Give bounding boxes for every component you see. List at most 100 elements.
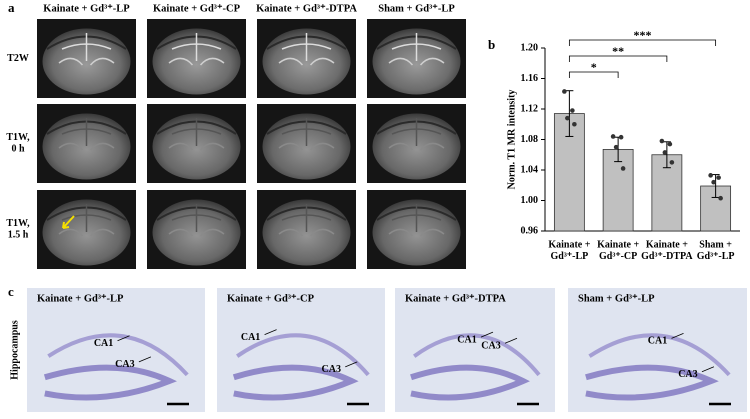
y-tick-label: 1.00 [521,195,539,206]
brain-structure [171,33,222,61]
region-arrow [701,366,715,373]
brain-slice [42,113,131,180]
brain-structure [61,118,112,146]
pyramidal-layer [413,333,541,377]
brain-slice [42,199,131,266]
region-label: CA1 [457,334,476,345]
hippocampus-region [278,228,335,237]
hippocampus-region [58,228,115,237]
hippocampus-region [58,142,115,151]
x-tick-label: Sham + Gd³⁺-LP [697,240,735,263]
significance-label: ** [612,44,624,58]
pyramidal-layer [236,333,370,377]
data-point [610,134,616,139]
brain-slice [372,28,461,95]
region-arrow [117,335,130,342]
mr-image [257,19,356,98]
mr-image [37,190,136,269]
y-tick-label: 1.04 [521,164,539,175]
data-point [572,121,577,127]
histology-image [568,288,747,412]
y-tick-label: 1.16 [521,73,539,84]
y-tick-label: 1.12 [521,103,539,114]
mr-image [147,190,246,269]
image-title: Kainate + Gd³⁺-LP [37,293,124,304]
region-arrow [671,332,684,339]
dentate-gyrus [410,364,530,401]
x-tick-label: Kainate + Gd³⁺-DTPA [641,240,693,263]
region-label: CA1 [241,332,260,343]
region-arrow [264,329,277,335]
y-tick-label: 1.20 [521,42,539,53]
brain-structure [391,118,442,146]
mr-image [147,19,246,98]
data-point [618,134,624,140]
image-title: Kainate + Gd³⁺-DTPA [405,293,506,304]
mr-image [37,104,136,183]
brain-slice [152,199,241,266]
mr-image [367,104,466,183]
data-point [620,166,626,171]
region-arrow [480,331,494,338]
region-label: CA3 [322,364,341,375]
mr-image [257,190,356,269]
significance-label: * [591,60,597,74]
pyramidal-layer [588,333,731,377]
region-label: CA3 [481,341,500,352]
brain-structure [171,118,222,146]
significance-bracket [568,39,717,46]
dentate-gyrus [232,364,359,401]
region-arrow [138,356,152,363]
histology-image [217,288,385,412]
histology-image [27,288,205,412]
column-header: Kainate + Gd³⁺-DTPA [256,3,357,14]
image-title: Sham + Gd³⁺-LP [578,293,655,304]
significance-bracket [568,71,619,78]
histology-image [395,288,555,412]
region-label: CA3 [115,359,134,370]
row-label: T2W [7,53,29,64]
brain-slice [262,28,351,95]
brain-structure [61,204,112,232]
hippocampus-region [168,228,225,237]
row-label: T1W, 0 h [6,132,30,155]
data-point [708,173,713,178]
mr-image [147,104,246,183]
brain-structure [281,118,332,146]
region-label: CA3 [678,369,697,380]
hippocampus-region [388,142,445,151]
hippocampus-region [278,57,335,66]
dentate-gyrus [43,364,177,401]
hippocampus-region [168,57,225,66]
brain-structure [281,33,332,61]
brain-slice [372,113,461,180]
mr-image [367,19,466,98]
brain-structure [391,33,442,61]
region-arrow [504,337,518,344]
mr-image [257,104,356,183]
region-label: CA1 [648,336,667,347]
yellow-arrow [62,215,75,229]
x-tick-label: Kainate + Gd³⁺-CP [597,240,639,263]
bar [602,149,634,232]
data-point [565,115,570,121]
significance-label: *** [634,28,652,42]
dentate-gyrus [585,364,719,401]
mr-image [37,19,136,98]
brain-slice [262,199,351,266]
column-header: Sham + Gd³⁺-LP [378,3,455,14]
brain-slice [152,113,241,180]
column-header: Kainate + Gd³⁺-LP [43,3,130,14]
mr-image [367,190,466,269]
row-label: Hippocampus [9,320,20,380]
data-point [669,160,675,165]
brain-structure [171,204,222,232]
data-point [662,150,668,155]
row-label: T1W, 1.5 h [6,218,30,241]
pyramidal-layer [47,333,189,377]
panel-label: b [488,37,495,52]
column-header: Kainate + Gd³⁺-CP [153,3,241,14]
brain-slice [372,199,461,266]
